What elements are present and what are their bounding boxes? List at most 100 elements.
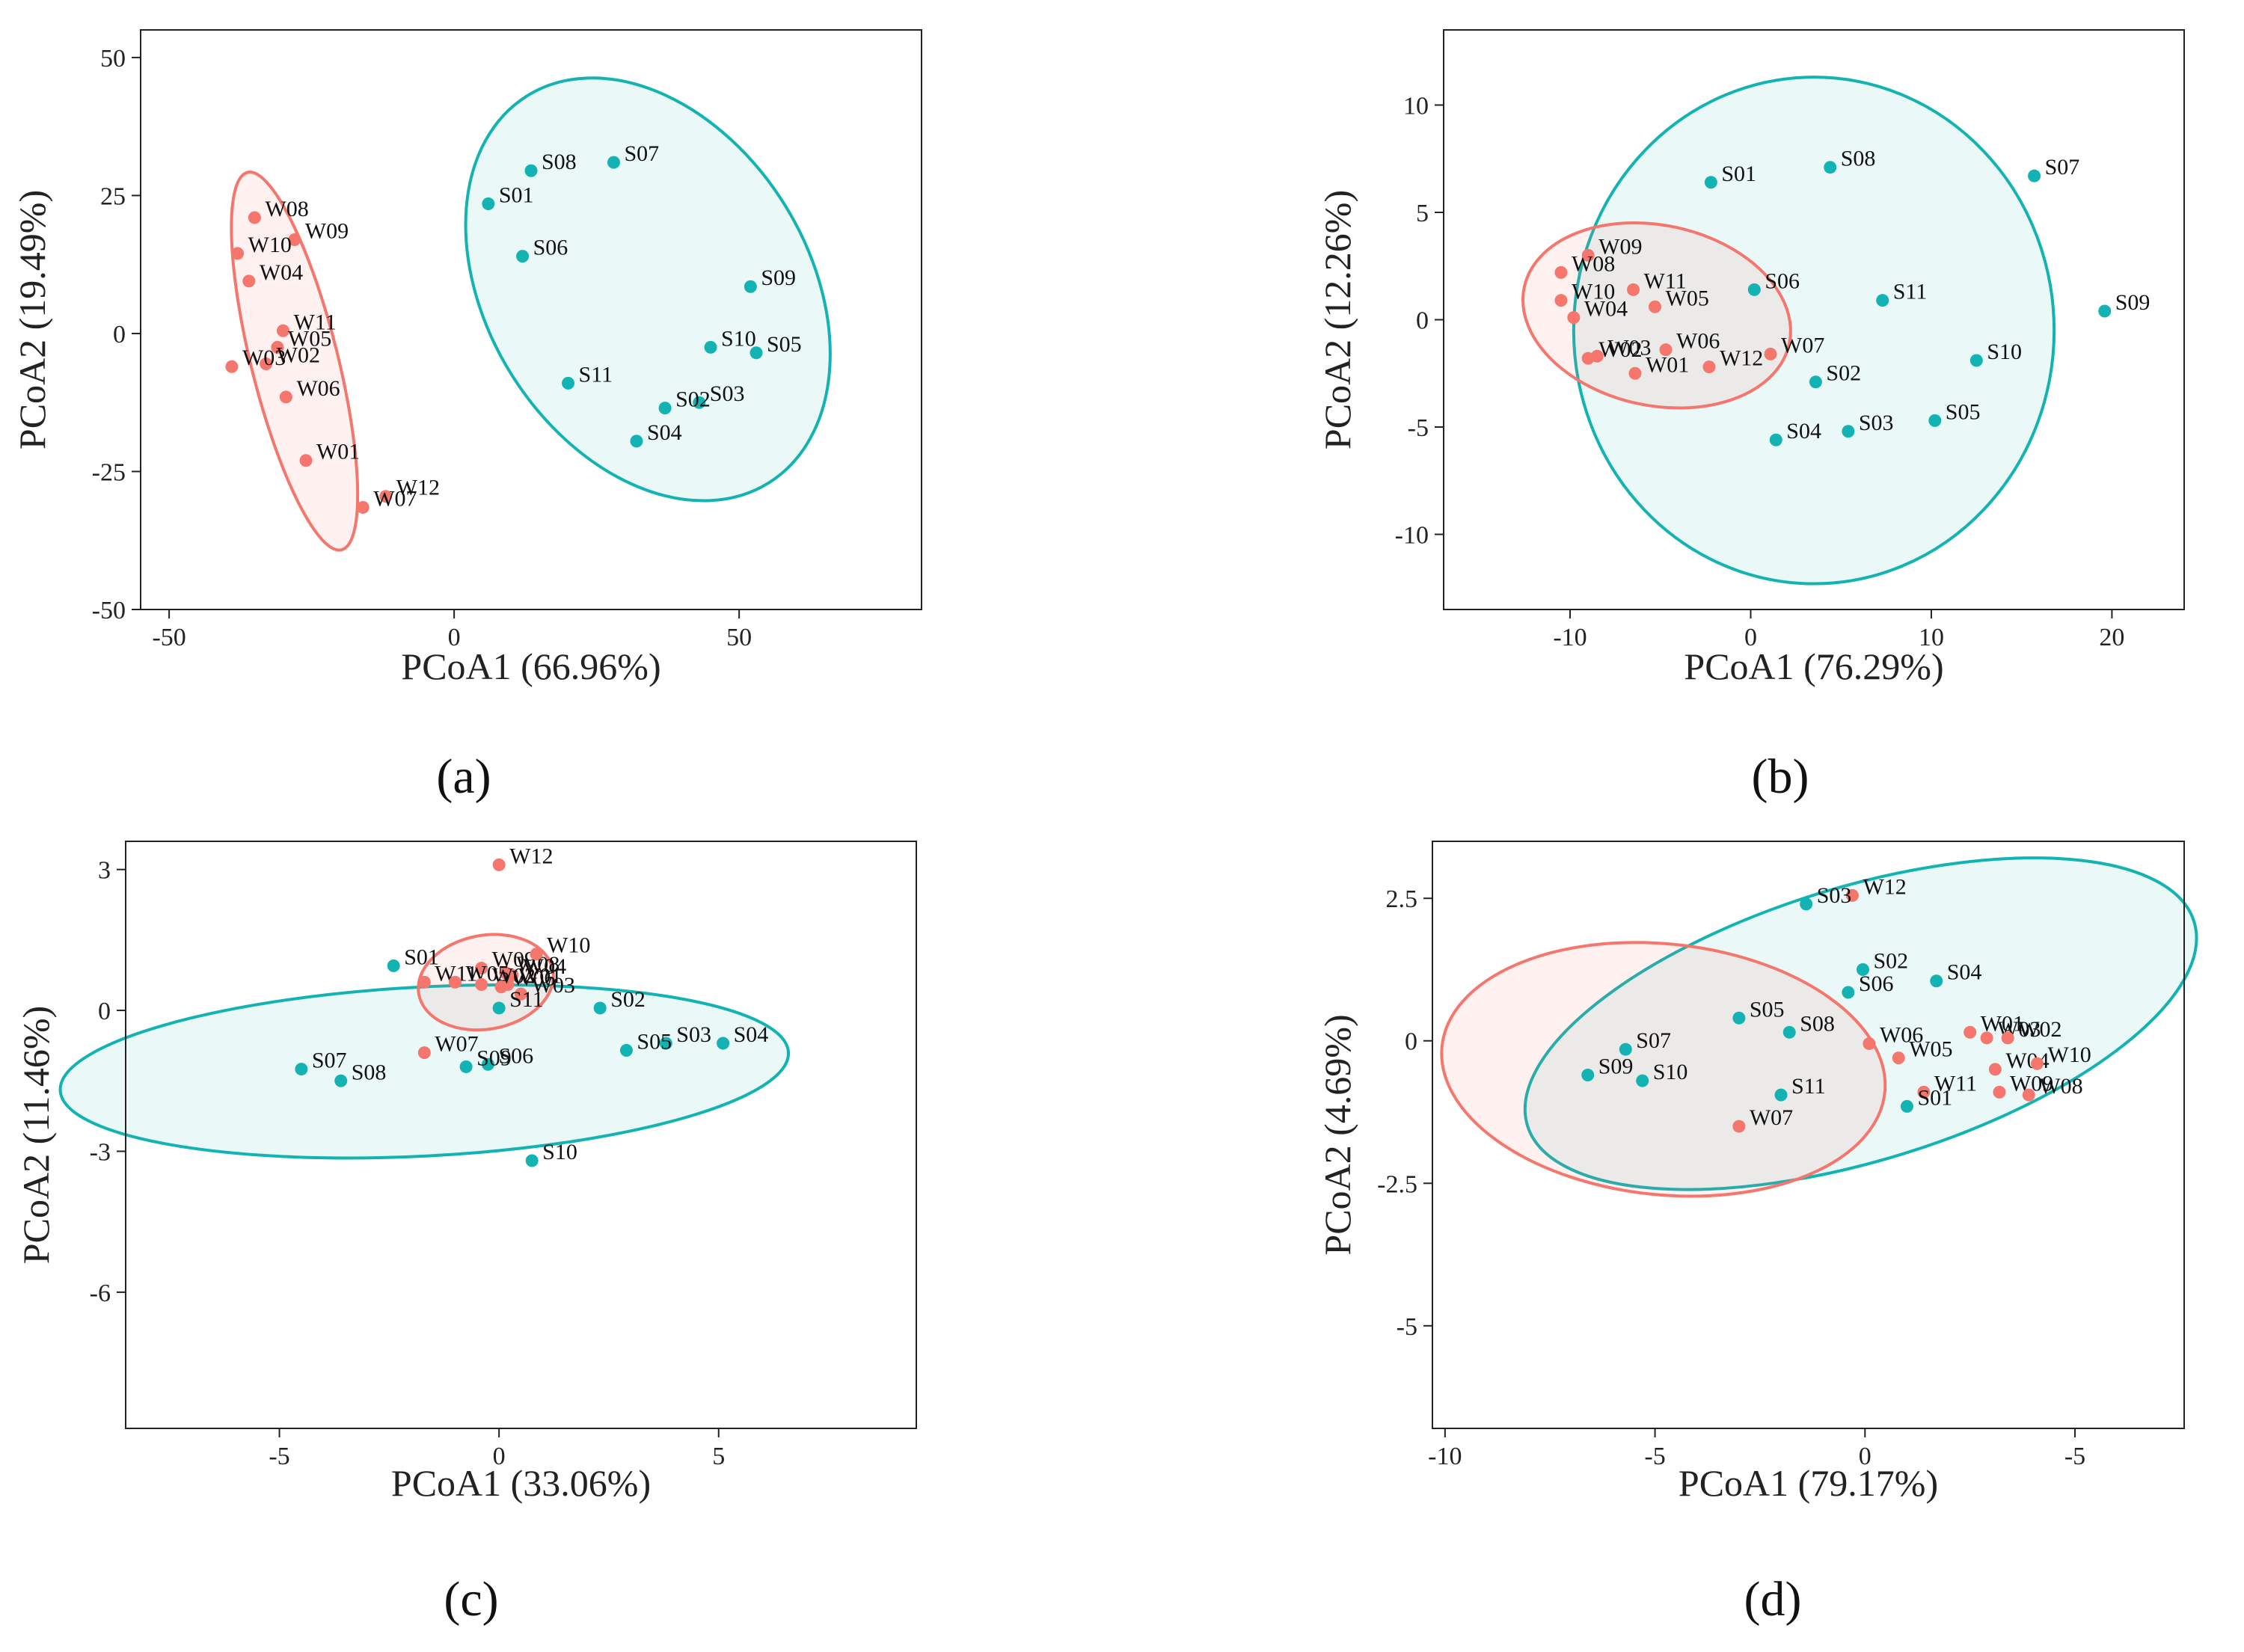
- data-point-w05: [1649, 300, 1662, 313]
- data-point-w01: [1964, 1025, 1977, 1039]
- y-tick-label: 3: [98, 857, 111, 885]
- point-label: W05: [1666, 286, 1709, 310]
- data-point-w11: [277, 324, 290, 337]
- data-point-s04: [717, 1037, 730, 1050]
- plot-frame: [1432, 841, 2185, 1429]
- point-label: W04: [260, 260, 303, 285]
- y-tick-label: 5: [1416, 200, 1429, 227]
- point-label: S08: [542, 150, 577, 174]
- x-axis-label: PCoA1 (76.29%): [1684, 645, 1943, 687]
- data-point-w07: [356, 500, 370, 514]
- x-tick-label: 10: [1919, 624, 1944, 651]
- data-point-s02: [658, 402, 672, 415]
- data-point-s11: [492, 1001, 506, 1015]
- data-point-s05: [749, 346, 763, 360]
- data-point-w10: [1554, 294, 1568, 307]
- point-label: W05: [288, 326, 331, 351]
- point-label: W09: [305, 218, 349, 243]
- point-label: W06: [512, 966, 555, 991]
- data-point-s04: [1769, 433, 1782, 446]
- point-label: W06: [1676, 329, 1720, 354]
- data-point-w09: [288, 233, 301, 246]
- data-point-s09: [459, 1060, 473, 1073]
- data-point-w04: [1988, 1063, 2002, 1076]
- y-tick-label: 50: [100, 45, 126, 73]
- point-label: S04: [734, 1022, 769, 1047]
- point-label: S08: [1800, 1011, 1835, 1036]
- point-label: S03: [710, 381, 745, 406]
- point-label: S07: [624, 141, 659, 166]
- y-tick-label: -6: [90, 1280, 111, 1307]
- data-point-w07: [1764, 347, 1777, 360]
- point-label: W08: [1572, 251, 1615, 276]
- point-label: S05: [1946, 399, 1981, 424]
- x-tick-label: 0: [1744, 624, 1757, 651]
- point-label: S08: [352, 1060, 387, 1084]
- data-point-s11: [1876, 294, 1889, 307]
- point-label: W08: [265, 197, 308, 221]
- panel-c: -5 0 5 -6 -3 0 3 PCoA1 (33.06%) PCoA2 (11.46%) W1…: [15, 841, 917, 1627]
- data-point-w02: [260, 357, 273, 371]
- point-label: W05: [1909, 1037, 1952, 1062]
- plot-frame: [125, 841, 917, 1429]
- y-tick-label: 10: [1403, 92, 1429, 120]
- point-label: S10: [542, 1140, 577, 1164]
- point-label: S05: [1750, 997, 1785, 1022]
- data-point-s11: [1774, 1088, 1788, 1102]
- point-label: S07: [1636, 1028, 1671, 1053]
- data-point-w12: [1845, 888, 1859, 902]
- x-tick-label: -10: [1553, 624, 1587, 651]
- point-label: W06: [296, 376, 340, 401]
- data-point-w10: [2030, 1057, 2044, 1070]
- x-tick-label: 0: [448, 624, 461, 651]
- data-point-w03: [225, 360, 239, 373]
- panel-letter: (b): [1752, 749, 1809, 804]
- panel-d: -10 -5 0 -5 -5 -2.5 0 2.5 PCoA1 (79.17%) PCoA2 (4…: [1316, 841, 2198, 1627]
- point-label: S06: [1765, 268, 1800, 293]
- x-tick-label: 0: [1859, 1443, 1871, 1470]
- point-label: S03: [1817, 883, 1852, 908]
- point-label: S09: [2115, 290, 2150, 315]
- point-label: W09: [492, 948, 536, 972]
- data-point-s07: [295, 1063, 308, 1076]
- data-point-w02: [2001, 1031, 2014, 1045]
- y-tick-label: -50: [92, 597, 126, 624]
- point-label: W12: [1720, 346, 1763, 371]
- data-point-s06: [481, 1057, 494, 1071]
- point-label: S03: [676, 1022, 711, 1047]
- point-label: S11: [509, 987, 544, 1012]
- data-point-s02: [593, 1001, 607, 1015]
- point-label: S01: [404, 945, 439, 969]
- y-tick-label: 2.5: [1386, 885, 1418, 913]
- point-label: W12: [509, 844, 553, 868]
- y-tick-label: 0: [113, 321, 126, 348]
- point-label: W03: [242, 346, 286, 370]
- y-tick-label: -10: [1395, 522, 1429, 550]
- point-label: S09: [761, 265, 796, 290]
- y-tick-label: 0: [1405, 1028, 1417, 1056]
- x-tick-label: -50: [152, 624, 186, 651]
- x-axis-label: PCoA1 (66.96%): [401, 645, 660, 687]
- y-tick-label: -5: [1408, 414, 1429, 442]
- y-axis-label: PCoA2 (12.26%): [1316, 190, 1358, 449]
- point-label: S04: [647, 420, 682, 445]
- data-point-s09: [2098, 304, 2112, 318]
- x-axis-label: PCoA1 (79.17%): [1679, 1462, 1938, 1504]
- data-point-s04: [1930, 974, 1943, 988]
- x-tick-label: -5: [1644, 1443, 1665, 1470]
- data-point-w07: [417, 1046, 431, 1060]
- data-point-w11: [1627, 283, 1640, 296]
- data-point-w01: [299, 454, 313, 467]
- point-label: W10: [1572, 280, 1615, 304]
- point-label: S05: [767, 332, 802, 357]
- data-point-w08: [2022, 1088, 2035, 1102]
- point-label: S05: [637, 1029, 672, 1054]
- confidence-ellipse-s-group: [1572, 76, 2056, 586]
- point-label: W06: [1880, 1023, 1923, 1048]
- data-point-s11: [562, 376, 575, 390]
- data-point-w03: [1980, 1031, 1993, 1045]
- point-label: S02: [1873, 948, 1908, 973]
- point-label: W11: [294, 310, 337, 334]
